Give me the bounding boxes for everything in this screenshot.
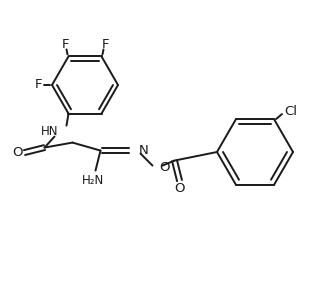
Text: N: N (139, 144, 148, 157)
Text: Cl: Cl (284, 105, 297, 117)
Text: HN: HN (41, 125, 59, 138)
Text: F: F (102, 38, 109, 51)
Text: H₂N: H₂N (82, 174, 105, 187)
Text: O: O (159, 161, 170, 174)
Text: O: O (12, 146, 23, 159)
Text: F: F (62, 38, 69, 51)
Text: O: O (174, 182, 185, 195)
Text: F: F (34, 79, 42, 91)
